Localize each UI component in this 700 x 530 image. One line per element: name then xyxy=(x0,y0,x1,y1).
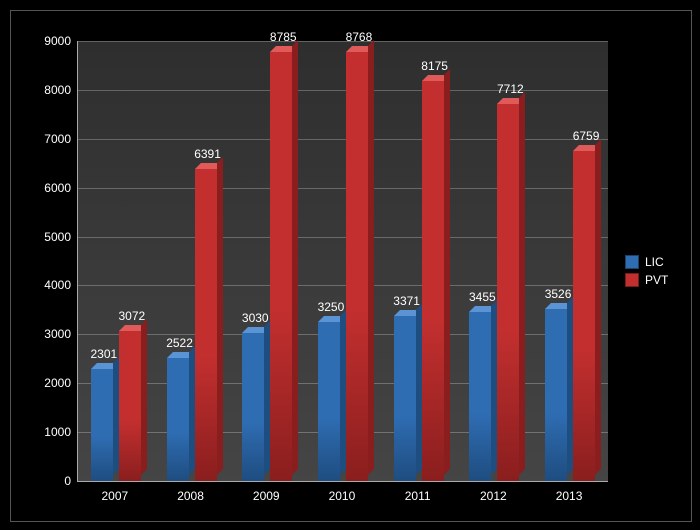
bar-pvt-2013 xyxy=(573,151,595,481)
gridline xyxy=(78,41,608,42)
bar-label: 3072 xyxy=(118,309,145,323)
bar-label: 2301 xyxy=(90,347,117,361)
bar-pvt-2007 xyxy=(119,331,141,481)
legend-swatch-lic xyxy=(625,255,639,269)
chart-frame: LIC PVT 0 1000 2000 3000 4000 5000 6000 7000 800… xyxy=(10,10,692,522)
x-tick-label: 2008 xyxy=(177,489,204,503)
legend-label-lic: LIC xyxy=(645,255,664,269)
y-tick-label: 2000 xyxy=(21,376,71,390)
bar-label: 2522 xyxy=(166,336,193,350)
bar-pvt-2012 xyxy=(497,104,519,481)
plot-area xyxy=(77,41,608,482)
bar-pvt-2009 xyxy=(270,52,292,481)
x-tick-label: 2011 xyxy=(405,489,431,503)
x-tick-label: 2012 xyxy=(480,489,507,503)
bar-label: 8785 xyxy=(270,30,297,44)
bar-label: 6759 xyxy=(573,129,600,143)
bar-label: 3526 xyxy=(545,287,572,301)
x-tick-label: 2007 xyxy=(101,489,128,503)
legend-label-pvt: PVT xyxy=(645,273,668,287)
bar-label: 8768 xyxy=(346,30,373,44)
bar-lic-2013 xyxy=(545,309,567,481)
gridline xyxy=(78,90,608,91)
y-tick-label: 8000 xyxy=(21,83,71,97)
x-tick-label: 2010 xyxy=(329,489,356,503)
bar-lic-2012 xyxy=(469,312,491,481)
legend-item-lic: LIC xyxy=(625,255,697,269)
y-tick-label: 0 xyxy=(21,474,71,488)
y-tick-label: 9000 xyxy=(21,34,71,48)
bar-pvt-2010 xyxy=(346,52,368,481)
bar-lic-2010 xyxy=(318,322,340,481)
gridline xyxy=(78,139,608,140)
gridline xyxy=(78,188,608,189)
y-tick-label: 5000 xyxy=(21,230,71,244)
gridline xyxy=(78,285,608,286)
y-tick-label: 4000 xyxy=(21,278,71,292)
bar-pvt-2011 xyxy=(422,81,444,481)
y-tick-label: 6000 xyxy=(21,181,71,195)
bar-label: 3371 xyxy=(393,294,420,308)
bar-lic-2009 xyxy=(242,333,264,481)
bar-lic-2008 xyxy=(167,358,189,481)
bar-label: 8175 xyxy=(421,59,448,73)
legend: LIC PVT xyxy=(625,251,697,291)
bar-lic-2011 xyxy=(394,316,416,481)
bar-pvt-2008 xyxy=(195,169,217,481)
y-tick-label: 1000 xyxy=(21,425,71,439)
gridline xyxy=(78,237,608,238)
x-tick-label: 2013 xyxy=(556,489,583,503)
y-tick-label: 3000 xyxy=(21,327,71,341)
x-tick-label: 2009 xyxy=(253,489,280,503)
bar-label: 3250 xyxy=(318,300,345,314)
bar-lic-2007 xyxy=(91,369,113,481)
y-tick-label: 7000 xyxy=(21,132,71,146)
bar-label: 3030 xyxy=(242,311,269,325)
bar-label: 6391 xyxy=(194,147,221,161)
bar-label: 7712 xyxy=(497,82,524,96)
legend-swatch-pvt xyxy=(625,273,639,287)
bar-label: 3455 xyxy=(469,290,496,304)
legend-item-pvt: PVT xyxy=(625,273,697,287)
